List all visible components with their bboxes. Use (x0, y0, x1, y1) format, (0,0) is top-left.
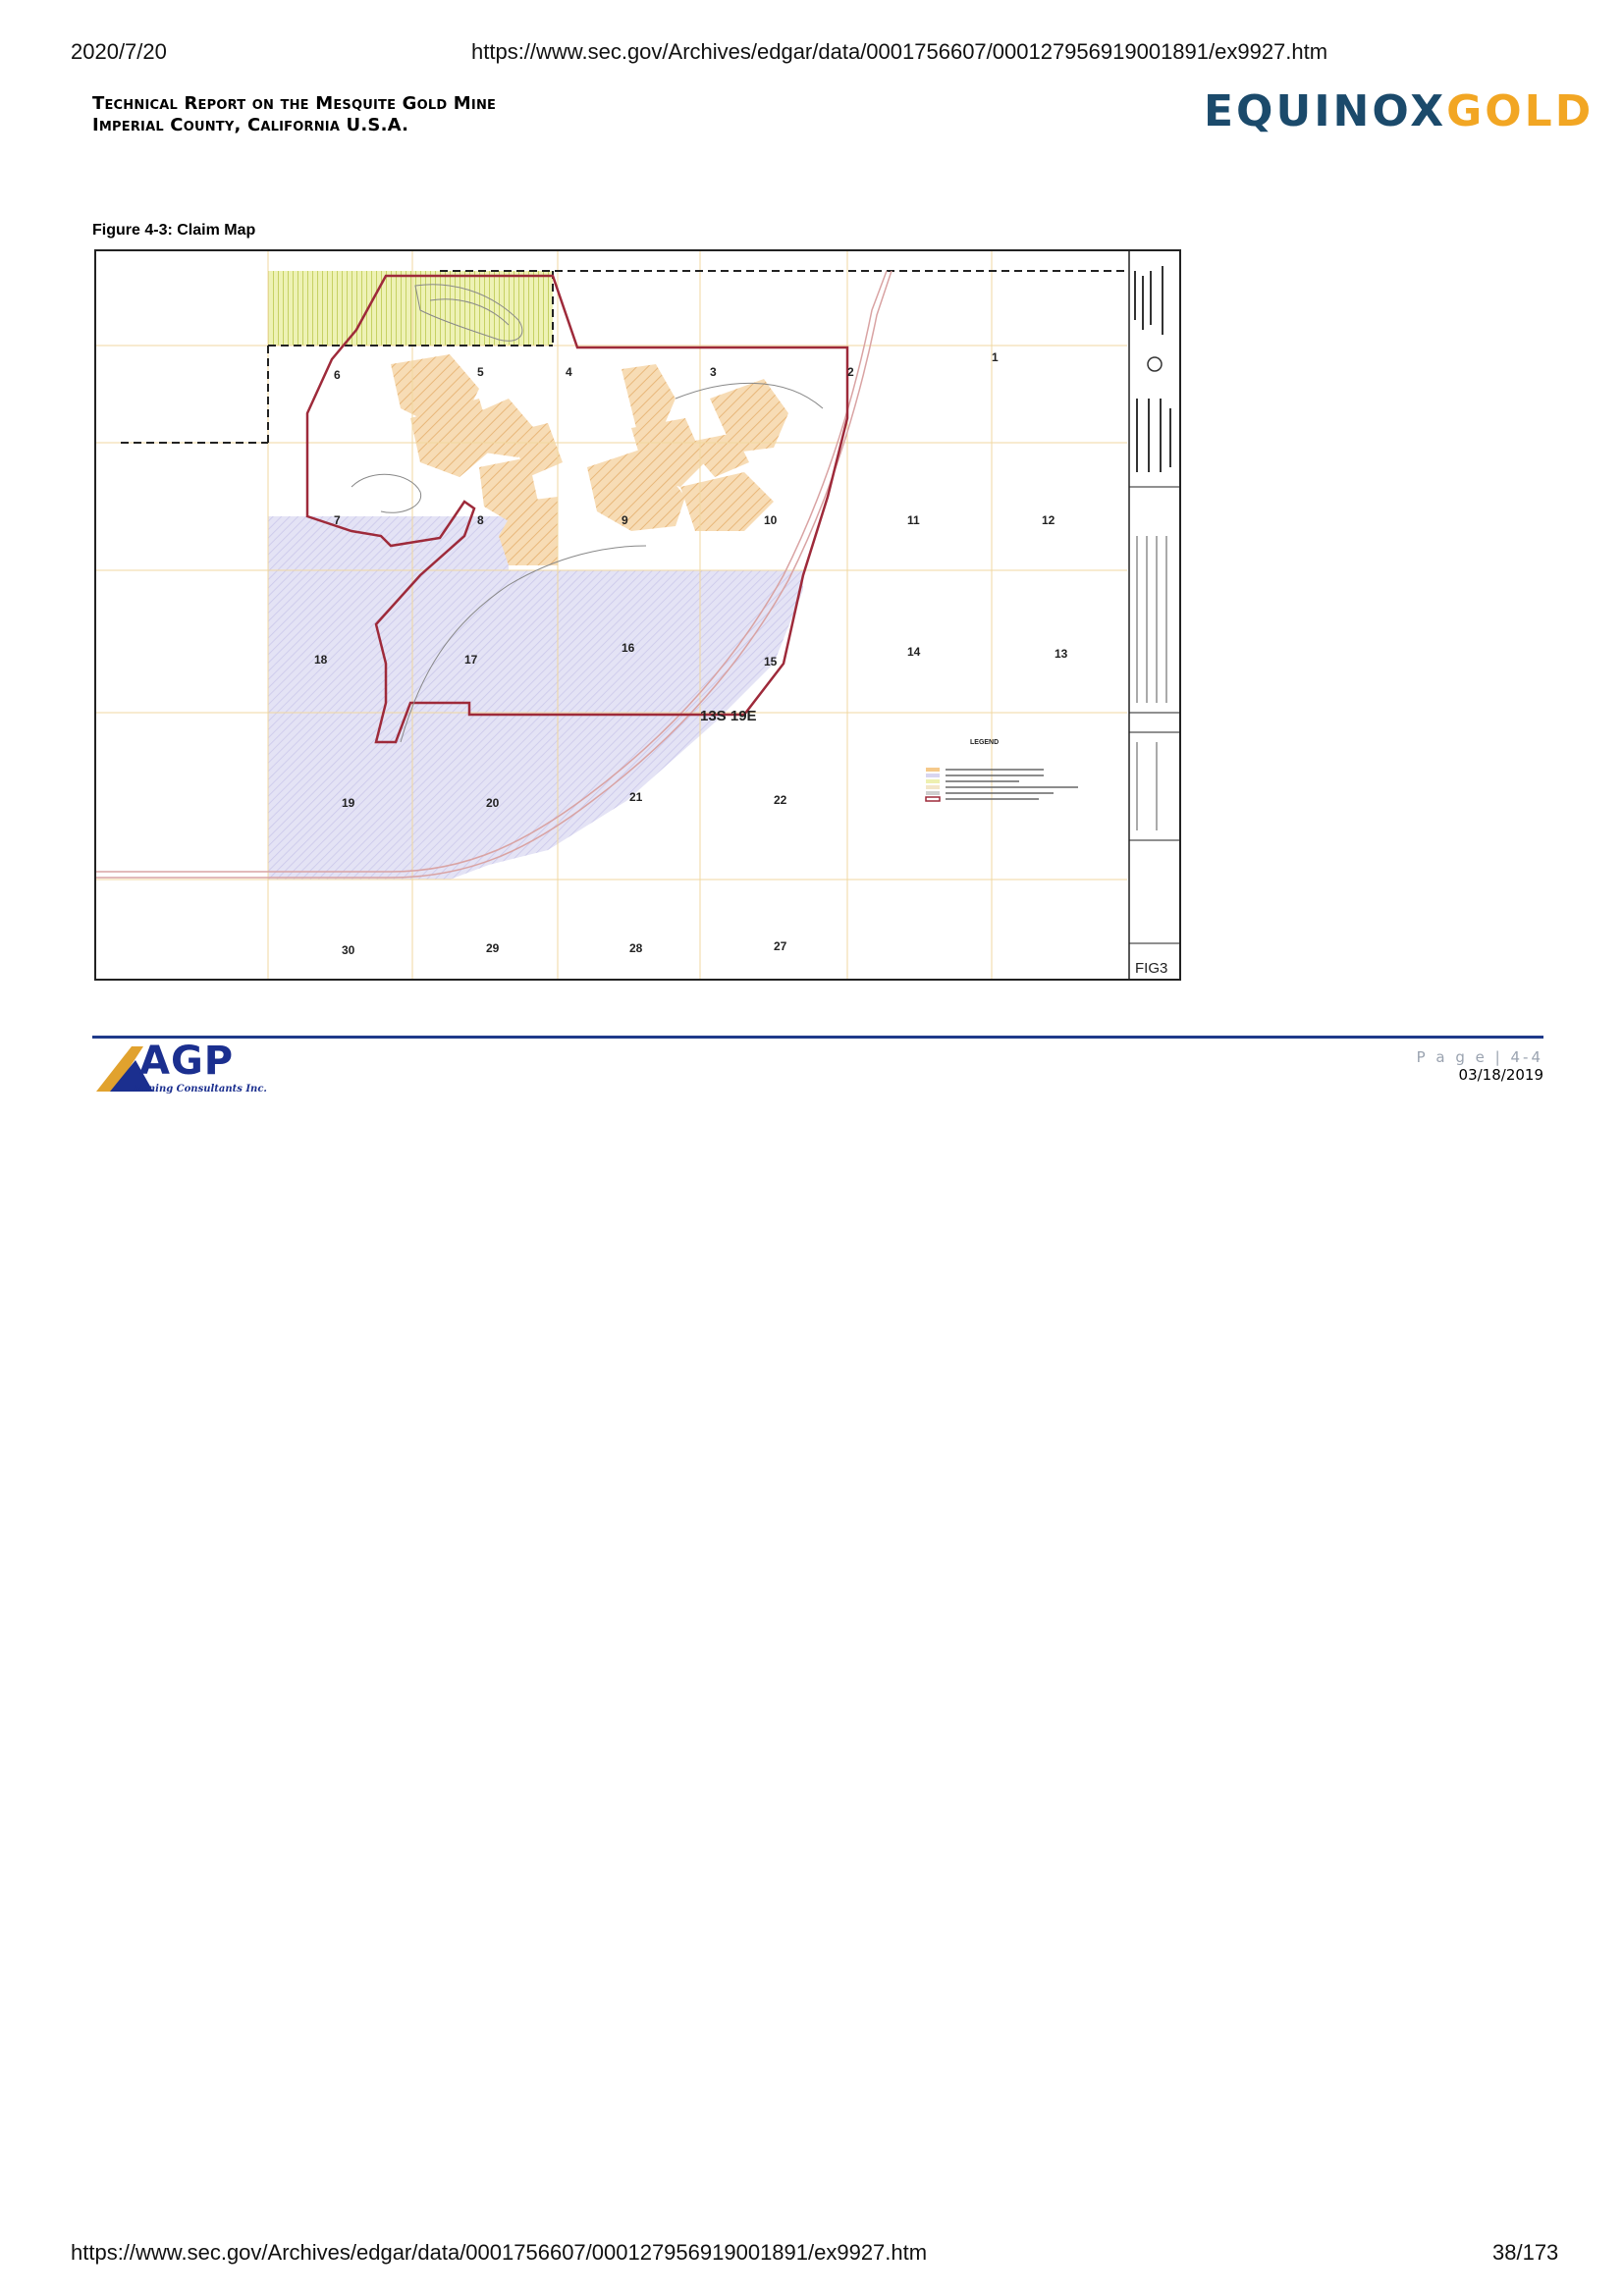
figure-caption: Figure 4-3: Claim Map (92, 222, 256, 239)
section-label: 19 (342, 796, 355, 810)
bureau-land-area (268, 516, 803, 880)
section-label: 15 (764, 655, 778, 668)
agp-logo: AGP Mining Consultants Inc. (92, 1039, 269, 1097)
highway-road (96, 270, 893, 879)
township-label: 13S 19E (700, 708, 757, 724)
section-label: 27 (774, 939, 787, 953)
agp-logo-subtext: Mining Consultants Inc. (134, 1084, 267, 1095)
title-block: FIG3 (1128, 251, 1179, 979)
section-label: 2 (847, 365, 854, 379)
section-label: 18 (314, 653, 328, 667)
section-label: 20 (486, 796, 500, 810)
legend-swatch (926, 791, 940, 795)
section-label: 13 (1055, 647, 1068, 661)
section-label: 29 (486, 941, 500, 955)
dashed-boundary (121, 270, 1127, 444)
section-label: 17 (464, 653, 478, 667)
page-number-block: P a g e | 4-4 03/18/2019 (1325, 1048, 1543, 1084)
section-label: 4 (566, 365, 572, 379)
map-legend: LEGEND (925, 739, 1078, 802)
legend-swatch (926, 779, 940, 783)
page-number: P a g e | 4-4 (1416, 1048, 1543, 1066)
footer-rule (92, 1036, 1543, 1039)
north-arrow-icon (1147, 356, 1163, 372)
mine-facility-areas (391, 354, 788, 565)
logo-part2: GOLD (1446, 86, 1595, 136)
legend-swatch (926, 785, 940, 789)
legend-swatch (925, 796, 941, 802)
section-label: 1 (992, 350, 999, 364)
section-label: 16 (622, 641, 635, 655)
report-title: Technical Report on the Mesquite Gold Mi… (92, 93, 496, 136)
legend-swatch (926, 774, 940, 777)
claim-map-drawing: 1 2 3 4 5 6 7 8 9 10 11 12 13 14 15 16 1… (96, 251, 1179, 979)
section-label: 11 (907, 513, 920, 527)
section-label: 6 (334, 368, 341, 382)
report-title-line2: Imperial County, California U.S.A. (92, 115, 409, 135)
section-label: 28 (629, 941, 643, 955)
section-label: 8 (477, 513, 484, 527)
sheet-label: FIG3 (1135, 960, 1167, 977)
agp-logo-mark-icon (96, 1046, 153, 1092)
private-land-area (268, 271, 553, 346)
section-label: 9 (622, 513, 628, 527)
equinox-gold-logo: EQUINOXGOLD (1204, 86, 1594, 136)
claim-map: 1 2 3 4 5 6 7 8 9 10 11 12 13 14 15 16 1… (94, 249, 1181, 981)
logo-part1: EQUINOX (1204, 86, 1447, 136)
section-grid (96, 251, 1127, 979)
section-label: 14 (907, 645, 921, 659)
print-date: 2020/7/20 (71, 39, 167, 64)
section-label: 22 (774, 793, 787, 807)
print-page-count: 38/173 (1492, 2240, 1559, 2265)
section-label: 7 (334, 513, 341, 527)
legend-text-lines (946, 769, 1078, 800)
report-title-line1: Technical Report on the Mesquite Gold Mi… (92, 93, 497, 114)
section-label: 3 (710, 365, 717, 379)
section-label: 10 (764, 513, 778, 527)
report-date: 03/18/2019 (1458, 1066, 1543, 1084)
legend-swatch (926, 768, 940, 772)
section-label: 30 (342, 943, 355, 957)
section-labels: 1 2 3 4 5 6 7 8 9 10 11 12 13 14 15 16 1… (314, 350, 1068, 957)
contour-lines (351, 284, 824, 743)
agp-logo-text: AGP (139, 1039, 235, 1084)
section-label: 21 (629, 790, 643, 804)
print-footer-url: https://www.sec.gov/Archives/edgar/data/… (71, 2240, 928, 2265)
print-url: https://www.sec.gov/Archives/edgar/data/… (471, 39, 1328, 64)
section-label: 12 (1042, 513, 1055, 527)
section-label: 5 (477, 365, 484, 379)
legend-title: LEGEND (970, 739, 999, 746)
operations-boundary (305, 274, 849, 744)
